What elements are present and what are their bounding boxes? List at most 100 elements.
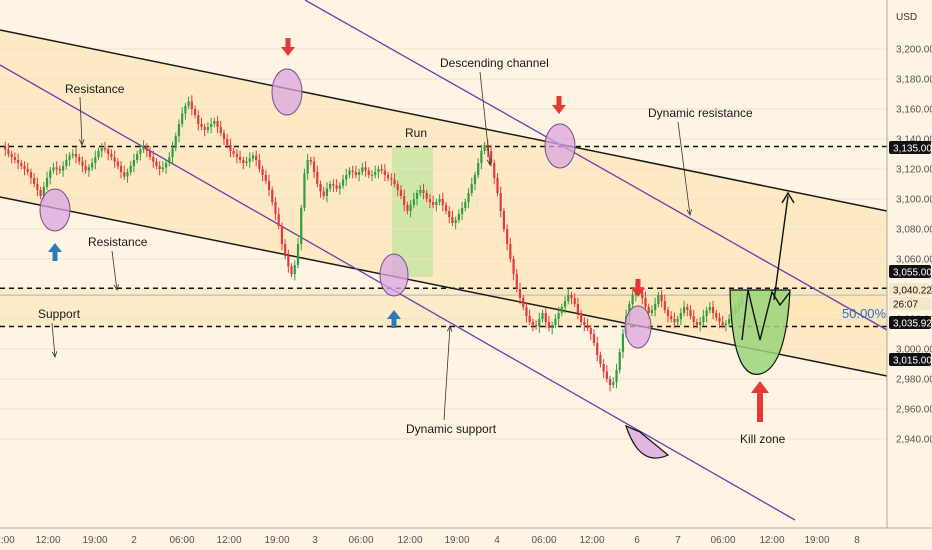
leader-dynamic-support-head <box>446 324 453 332</box>
candle-body <box>4 146 7 150</box>
label-resistance-mid: Resistance <box>88 235 148 249</box>
currency-label: USD <box>896 12 917 23</box>
candle-body <box>316 172 319 184</box>
candle-body <box>361 167 364 172</box>
candle-body <box>219 127 222 133</box>
candle-body <box>570 295 573 298</box>
candle-body <box>435 202 438 205</box>
candle-body <box>184 106 187 114</box>
candle-body <box>367 170 370 175</box>
candle-body <box>374 172 377 175</box>
candle-body <box>538 319 541 327</box>
candle-body <box>174 136 177 148</box>
candle-body <box>663 301 666 310</box>
candle-body <box>470 184 473 193</box>
candle-body <box>26 169 29 172</box>
time-ticks: 2:00 12:00 19:00 2 06:00 12:00 19:00 3 06:00 12:0… <box>0 535 860 546</box>
candle-body <box>502 211 506 229</box>
candle-body <box>345 175 348 180</box>
candle-body <box>290 266 293 274</box>
price-tags: 3,135.00 3,055.00 3,040.22 26:07 3,035.92 3,0… <box>889 141 932 367</box>
candle-body <box>489 151 493 163</box>
candle-body <box>293 265 296 274</box>
candle-body <box>329 184 332 189</box>
candle-body <box>525 307 528 316</box>
candle-body <box>370 175 374 176</box>
candle-body <box>248 158 251 162</box>
candle-body <box>113 157 116 162</box>
candle-body <box>132 160 136 166</box>
candle-body <box>708 307 711 310</box>
price-tick-label: 3,080.00 <box>896 225 932 236</box>
candle-body <box>210 124 213 127</box>
candle-body <box>647 307 650 313</box>
candle-body <box>386 175 390 178</box>
candle-body <box>139 149 142 154</box>
candle-body <box>728 319 731 324</box>
touch-circle <box>379 253 409 297</box>
candle-body <box>13 157 16 160</box>
candle-body <box>100 148 103 151</box>
candle-body <box>718 317 721 322</box>
candle-body <box>711 307 715 313</box>
candle-body <box>296 244 300 265</box>
candle-body <box>238 157 242 160</box>
candle-body <box>380 169 383 171</box>
down-arrow <box>635 279 641 289</box>
time-tick-label: 06:00 <box>531 535 556 546</box>
candle-body <box>145 146 148 151</box>
candle-body <box>438 199 441 202</box>
candle-body <box>586 325 589 328</box>
label-descending-channel: Descending channel <box>440 56 549 70</box>
candle-body <box>699 322 702 325</box>
candle-body <box>409 205 412 211</box>
candle-body <box>686 307 689 310</box>
candle-body <box>715 313 718 318</box>
leader-descending-channel-head <box>486 159 493 167</box>
leader-resistance-top <box>79 96 83 146</box>
candle-body <box>71 154 74 156</box>
candle-body <box>152 157 155 162</box>
candle-body <box>592 334 596 343</box>
time-tick-label: 06:00 <box>348 535 373 546</box>
candle-body <box>541 313 544 319</box>
price-tick-label: 3,100.00 <box>896 195 932 206</box>
candle-body <box>49 170 52 178</box>
touch-circle <box>39 188 71 232</box>
leader-descending-channel <box>479 71 491 166</box>
candle-body <box>216 121 219 127</box>
candle-body <box>518 289 522 298</box>
price-tag <box>889 141 931 154</box>
leader-resistance-top-head <box>79 139 85 147</box>
down-arrow <box>281 47 295 56</box>
time-tick-label: 4 <box>494 535 500 546</box>
candle-body <box>692 316 695 322</box>
up-arrow <box>48 243 62 252</box>
candle-body <box>136 154 139 160</box>
candle-body <box>702 316 705 322</box>
time-tick-label: 7 <box>675 535 681 546</box>
candle-body <box>432 202 435 205</box>
candle-body <box>425 193 428 199</box>
candle-body <box>673 319 676 322</box>
time-tick-label: 19:00 <box>444 535 469 546</box>
candle-body <box>695 322 699 325</box>
candle-body <box>39 190 42 196</box>
price-tick-label: 3,200.00 <box>896 45 932 56</box>
candle-body <box>306 160 309 174</box>
candle-body <box>7 149 10 154</box>
candle-body <box>576 304 580 313</box>
candle-body <box>312 161 316 172</box>
candle-body <box>573 298 576 304</box>
candle-body <box>364 167 367 171</box>
fib-label: 50.00% <box>842 306 887 321</box>
candle-body <box>155 161 158 166</box>
kill-zone-arrow <box>751 381 769 393</box>
candle-body <box>142 146 145 150</box>
candle-body <box>264 175 267 181</box>
projection-arrow-head <box>781 191 795 204</box>
candle-body <box>229 145 232 151</box>
candle-body <box>52 167 55 171</box>
time-tick-label: 12:00 <box>35 535 60 546</box>
